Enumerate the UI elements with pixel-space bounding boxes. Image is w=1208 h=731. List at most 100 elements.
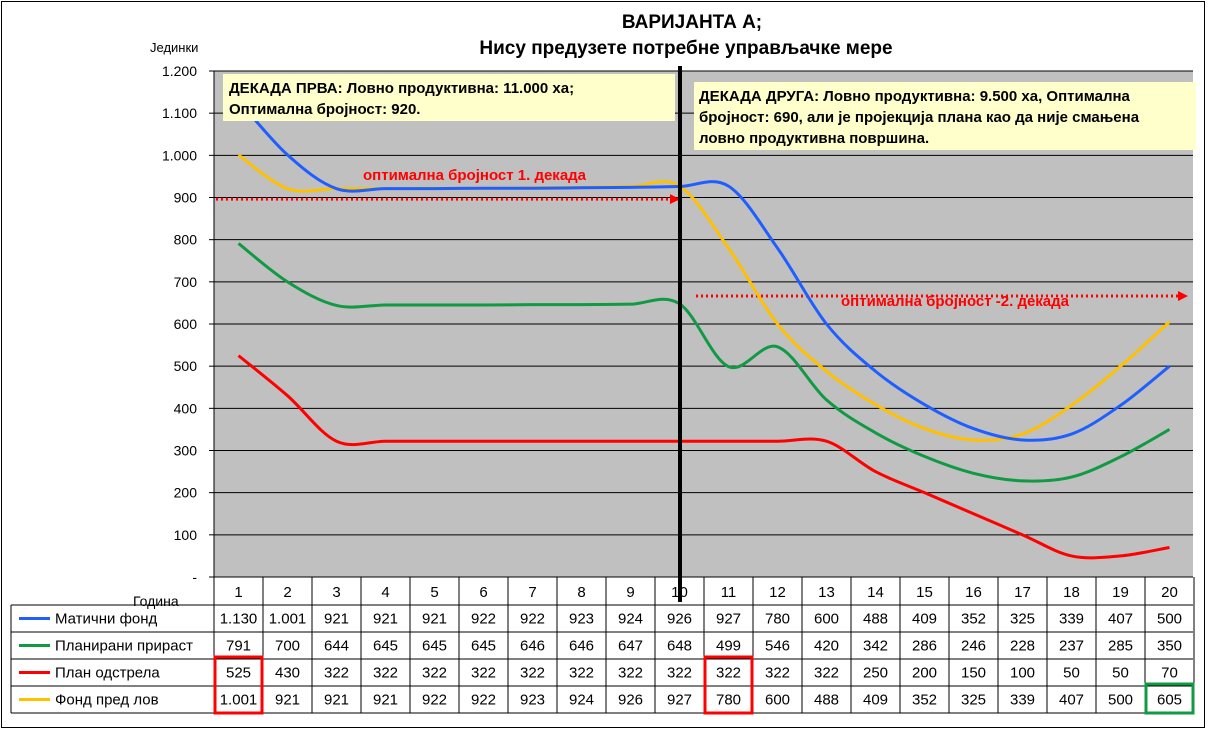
table-cell: 605 (1157, 692, 1182, 709)
table-cell: 339 (1059, 611, 1084, 628)
table-cell: 922 (471, 692, 496, 709)
table-cell: 922 (422, 692, 447, 709)
table-cell: 700 (275, 638, 300, 655)
x-category-label: 6 (479, 584, 487, 601)
table-cell: 228 (1010, 638, 1035, 655)
x-category-label: 5 (430, 584, 438, 601)
table-cell: 246 (961, 638, 986, 655)
table-cell: 50 (1112, 665, 1129, 682)
table-cell: 646 (520, 638, 545, 655)
table-cell: 285 (1108, 638, 1133, 655)
highlight-box (703, 655, 754, 715)
table-cell: 50 (1063, 665, 1080, 682)
table-cell: 407 (1059, 692, 1084, 709)
y-axis-label: Јединки (150, 40, 198, 55)
table-cell: 780 (716, 692, 741, 709)
x-category-label: 13 (818, 584, 835, 601)
table-cell: 200 (912, 665, 937, 682)
x-category-label: 16 (965, 584, 982, 601)
x-category-label: 7 (528, 584, 536, 601)
table-cell: 546 (765, 638, 790, 655)
table-cell: 921 (373, 611, 398, 628)
table-cell: 350 (1157, 638, 1182, 655)
x-category-label: 1 (234, 584, 242, 601)
table-cell: 924 (618, 611, 643, 628)
x-category-label: 2 (283, 584, 291, 601)
table-cell: 922 (520, 611, 545, 628)
table-cell: 780 (765, 611, 790, 628)
table-cell: 322 (716, 665, 741, 682)
chart-title: ВАРИЈАНТА А; (622, 12, 762, 33)
x-category-label: 4 (381, 584, 389, 601)
y-tick-label: 600 (174, 316, 198, 332)
optimum1-label: оптимална бројност 1. декада (363, 167, 587, 184)
y-tick-label: 1.000 (162, 147, 197, 163)
x-category-label: 12 (769, 584, 786, 601)
table-cell: 791 (226, 638, 251, 655)
table-cell: 921 (275, 692, 300, 709)
table-cell: 286 (912, 638, 937, 655)
table-cell: 325 (961, 692, 986, 709)
note1-line2: Оптимална бројност: 920. (229, 101, 420, 118)
y-tick-label: 900 (174, 190, 198, 206)
table-cell: 150 (961, 665, 986, 682)
table-cell: 322 (324, 665, 349, 682)
table-cell: 322 (814, 665, 839, 682)
table-cell: 926 (667, 611, 692, 628)
table-cell: 500 (1157, 611, 1182, 628)
legend-label: Планирани прираст (55, 638, 193, 655)
note2-box (694, 82, 1196, 150)
series-line-1 (237, 242, 1171, 483)
table-cell: 237 (1059, 638, 1084, 655)
table-cell: 927 (716, 611, 741, 628)
legend-label: План одстрела (55, 665, 160, 682)
table-cell: 1.001 (220, 692, 258, 709)
table-cell: 1.001 (269, 611, 307, 628)
legend-label: Матични фонд (55, 611, 158, 628)
table-cell: 342 (863, 638, 888, 655)
table-cell: 645 (373, 638, 398, 655)
table-cell: 1.130 (220, 611, 258, 628)
y-tick-label: 500 (174, 358, 198, 374)
table-cell: 645 (422, 638, 447, 655)
table-cell: 927 (667, 692, 692, 709)
x-category-label: 10 (671, 584, 688, 601)
table-cell: 647 (618, 638, 643, 655)
y-tick-label: 100 (174, 527, 198, 543)
legend-label: Фонд пред лов (55, 692, 159, 709)
highlight-box (213, 655, 264, 715)
table-cell: 923 (569, 611, 594, 628)
table-cell: 644 (324, 638, 349, 655)
table-cell: 600 (765, 692, 790, 709)
x-category-label: 20 (1161, 584, 1178, 601)
x-category-label: 19 (1112, 584, 1129, 601)
x-category-label: 9 (626, 584, 634, 601)
y-axis: - 100 200 300 400 500 600 700 800 900 1.000 1.100 1.… (162, 63, 215, 585)
table-cell: 648 (667, 638, 692, 655)
table-cell: 322 (765, 665, 790, 682)
series-lines (237, 99, 1171, 560)
x-category-label: 15 (916, 584, 933, 601)
y-tick-label: 400 (174, 400, 198, 416)
table-cell: 430 (275, 665, 300, 682)
table-cell: 921 (324, 692, 349, 709)
table-cell: 646 (569, 638, 594, 655)
table-cell: 322 (422, 665, 447, 682)
table-cell: 926 (618, 692, 643, 709)
note2-line3: ловно продуктивна површина. (699, 130, 929, 147)
table-cell: 70 (1161, 665, 1178, 682)
y-tick-label: 800 (174, 232, 198, 248)
table-cell: 420 (814, 638, 839, 655)
gridlines (214, 70, 1193, 536)
table-cell: 325 (1010, 611, 1035, 628)
y-tick-label: 1.200 (162, 63, 197, 79)
table-cell: 339 (1010, 692, 1035, 709)
table-cell: 409 (912, 611, 937, 628)
chart-subtitle: Нису предузете потребне управљачке мере (479, 38, 892, 59)
table-cell: 525 (226, 665, 251, 682)
notes: ДЕКАДА ПРВА: Ловно продуктивна: 11.000 х… (223, 74, 1196, 150)
table-cell: 500 (1108, 692, 1133, 709)
